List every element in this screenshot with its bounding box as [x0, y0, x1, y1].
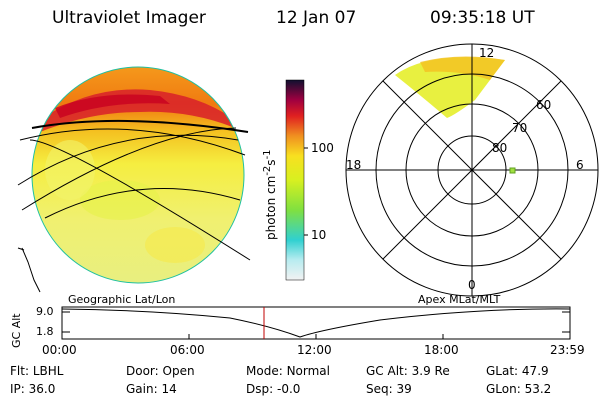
- polar-lat-80: 80: [492, 141, 508, 155]
- colorbar-tick-100: 100: [311, 141, 334, 155]
- polar-label-12: 12: [479, 46, 495, 60]
- polar-lat-70: 70: [512, 121, 528, 135]
- footer-gain: Gain: 14: [126, 382, 177, 396]
- time-label: 09:35:18 UT: [430, 8, 535, 28]
- polar-label-18: 18: [346, 158, 362, 172]
- polar-label-6: 6: [576, 158, 584, 172]
- footer-mode: Mode: Normal: [246, 364, 330, 378]
- timeline-y-tick-low: 1.8: [36, 325, 54, 338]
- polar-label-0: 0: [468, 278, 476, 292]
- footer-glon: GLon: 53.2: [486, 382, 552, 396]
- polar-lat-60: 60: [536, 98, 552, 112]
- footer-glat: GLat: 47.9: [486, 364, 549, 378]
- timeline-left-label: Geographic Lat/Lon: [68, 293, 176, 306]
- timeline-x-tick-1800: 18:00: [424, 343, 459, 357]
- timeline-x-tick-0000: 00:00: [42, 343, 77, 357]
- footer-flt: Flt: LBHL: [10, 364, 64, 378]
- footer-door: Door: Open: [126, 364, 195, 378]
- timeline-x-tick-2359: 23:59: [550, 343, 585, 357]
- footer-ip: IP: 36.0: [10, 382, 56, 396]
- date-label: 12 Jan 07: [276, 8, 357, 28]
- timeline-y-tick-high: 9.0: [36, 305, 54, 318]
- footer-seq: Seq: 39: [366, 382, 412, 396]
- footer-gc-alt: GC Alt: 3.9 Re: [366, 364, 450, 378]
- colorbar-tick-10: 10: [311, 228, 327, 242]
- timeline-x-tick-1200: 12:00: [297, 343, 332, 357]
- timeline-x-tick-0600: 06:00: [170, 343, 205, 357]
- instrument-title: Ultraviolet Imager: [52, 8, 206, 28]
- footer-dsp: Dsp: -0.0: [246, 382, 301, 396]
- timeline-right-label: Apex MLat/MLT: [418, 293, 501, 306]
